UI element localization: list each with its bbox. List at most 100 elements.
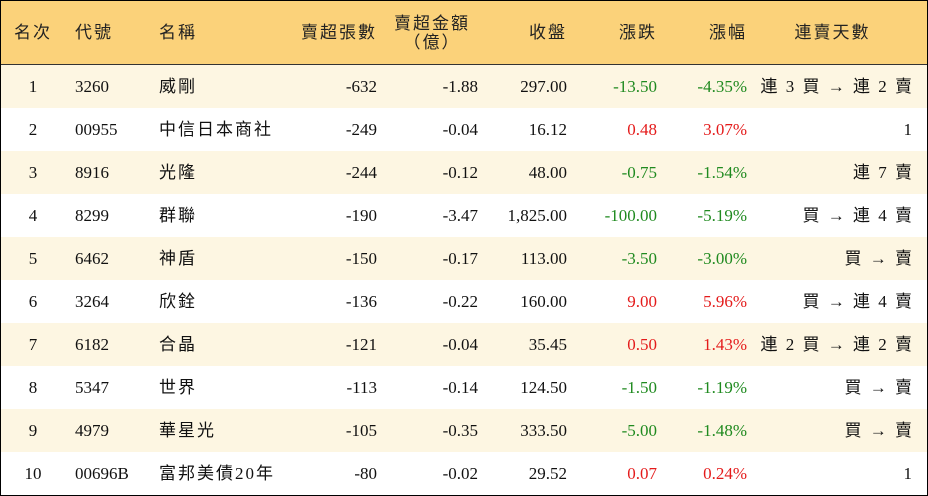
table-row: 6 3264 欣銓 -136 -0.22 160.00 9.00 5.96% 買 → 連 4 賣 — [1, 280, 927, 323]
table-cell: -0.75 — [621, 163, 657, 182]
table-cell: -3.00% — [697, 249, 747, 268]
table-row: 10 00696B 富邦美債20年 -80 -0.02 29.52 0.07 0.24% 1 — [1, 452, 927, 495]
table-row: 5 6462 神盾 -150 -0.17 113.00 -3.50 -3.00% 買 → 賣 — [1, 237, 927, 280]
table-cell: -0.17 — [442, 249, 478, 268]
table-cell: -80 — [354, 464, 377, 483]
table-cell: 48.00 — [528, 163, 567, 182]
table-row: 4 8299 群聯 -190 -3.47 1,825.00 -100.00 -5.19% 買 →… — [1, 194, 927, 237]
table-cell: 8916 — [75, 163, 109, 182]
table-cell: 35.45 — [528, 335, 567, 354]
table-cell: 0.50 — [627, 335, 657, 354]
table-cell: -105 — [345, 421, 377, 440]
table-cell: -13.50 — [613, 77, 657, 96]
table-cell: 連 7 賣 — [853, 163, 914, 182]
table-cell: 買 → 賣 — [844, 421, 914, 440]
table-cell: 00696B — [75, 464, 129, 483]
table-cell: 0.24% — [703, 464, 747, 483]
table-cell: 0.07 — [627, 464, 657, 483]
table-cell: 連 2 買 → 連 2 賣 — [760, 335, 914, 354]
table-cell: -0.04 — [442, 120, 478, 139]
table-cell: 3.07% — [703, 120, 747, 139]
header-cell: 賣超金額 （億） — [394, 13, 470, 52]
table-cell: 16.12 — [528, 120, 567, 139]
table-cell: 29.52 — [528, 464, 567, 483]
table-cell: 0.48 — [627, 120, 657, 139]
table-cell: 113.00 — [520, 249, 567, 268]
header-cell: 名稱 — [159, 23, 197, 42]
table-cell: 9.00 — [627, 292, 657, 311]
table-cell: -0.14 — [442, 378, 478, 397]
table-cell: 欣銓 — [159, 292, 197, 311]
table-cell: 9 — [28, 421, 38, 440]
table-cell: -0.04 — [442, 335, 478, 354]
table-cell: -4.35% — [697, 77, 747, 96]
table-cell: 3260 — [75, 77, 109, 96]
table-cell: 合晶 — [159, 335, 197, 354]
table-cell: 4979 — [75, 421, 109, 440]
table-cell: 威剛 — [159, 77, 197, 96]
header-cell: 收盤 — [529, 23, 567, 42]
table-cell: -632 — [345, 77, 377, 96]
table-cell: -150 — [345, 249, 377, 268]
header-cell: 連賣天數 — [794, 23, 871, 42]
table-cell: 1,825.00 — [507, 206, 568, 225]
header-cell: 賣超張數 — [301, 23, 377, 42]
table-cell: 1 — [903, 120, 914, 139]
table-row: 9 4979 華星光 -105 -0.35 333.50 -5.00 -1.48% 買 → 賣 — [1, 409, 927, 452]
table-cell: 3 — [28, 163, 38, 182]
table-cell: -1.88 — [442, 77, 478, 96]
header-cell: 代號 — [75, 23, 113, 42]
table-cell: 333.50 — [520, 421, 567, 440]
table-cell: 00955 — [75, 120, 118, 139]
table-cell: -1.50 — [621, 378, 657, 397]
table-cell: 297.00 — [520, 77, 567, 96]
table-cell: -100.00 — [604, 206, 657, 225]
table-cell: 1.43% — [703, 335, 747, 354]
table-cell: 群聯 — [159, 206, 197, 225]
table-cell: 6182 — [75, 335, 109, 354]
table-cell: 10 — [24, 464, 42, 483]
header-cell: 漲幅 — [709, 23, 747, 42]
table-cell: 8299 — [75, 206, 109, 225]
table-cell: 3264 — [75, 292, 109, 311]
table-cell: 8 — [28, 378, 38, 397]
table-cell: -1.54% — [697, 163, 747, 182]
table-cell: -0.35 — [442, 421, 478, 440]
table-cell: 連 3 買 → 連 2 賣 — [760, 77, 914, 96]
table-cell: -113 — [346, 378, 377, 397]
table-cell: -244 — [345, 163, 377, 182]
table-cell: -0.12 — [442, 163, 478, 182]
table-cell: -1.19% — [697, 378, 747, 397]
table-cell: -249 — [345, 120, 377, 139]
table-cell: 6462 — [75, 249, 109, 268]
table-cell: 世界 — [159, 378, 197, 397]
table-cell: 光隆 — [159, 163, 197, 182]
table-row: 1 3260 威剛 -632 -1.88 297.00 -13.50 -4.35% 連 3 買 … — [1, 65, 927, 108]
table-cell: -121 — [345, 335, 377, 354]
table-cell: 4 — [28, 206, 38, 225]
table-row: 7 6182 合晶 -121 -0.04 35.45 0.50 1.43% 連 2 買 → 連 … — [1, 323, 927, 366]
table-row: 3 8916 光隆 -244 -0.12 48.00 -0.75 -1.54% 連 7 賣 — [1, 151, 927, 194]
table-row: 2 00955 中信日本商社 -249 -0.04 16.12 0.48 3.07% 1 — [1, 108, 927, 151]
table-cell: -1.48% — [697, 421, 747, 440]
header-row: 名次 代號 名稱 賣超張數 賣超金額 （億） 收盤 漲跌 漲幅 連賣天數 — [1, 1, 927, 65]
table-cell: -5.19% — [697, 206, 747, 225]
table-cell: 5.96% — [703, 292, 747, 311]
table-cell: 中信日本商社 — [159, 120, 273, 139]
table-cell: 1 — [28, 77, 38, 96]
table-cell: 7 — [28, 335, 38, 354]
header-cell: 漲跌 — [619, 23, 657, 42]
table-cell: -136 — [345, 292, 377, 311]
table-cell: -3.47 — [442, 206, 478, 225]
table-cell: 2 — [28, 120, 38, 139]
table-cell: -0.02 — [442, 464, 478, 483]
table-cell: 160.00 — [520, 292, 567, 311]
table-cell: 124.50 — [520, 378, 567, 397]
table-cell: -0.22 — [442, 292, 478, 311]
table-row: 8 5347 世界 -113 -0.14 124.50 -1.50 -1.19% 買 → 賣 — [1, 366, 927, 409]
table-cell: 華星光 — [159, 421, 216, 440]
table-cell: 買 → 賣 — [844, 378, 914, 397]
table-cell: 買 → 連 4 賣 — [802, 206, 914, 225]
table-cell: 富邦美債20年 — [159, 464, 275, 483]
